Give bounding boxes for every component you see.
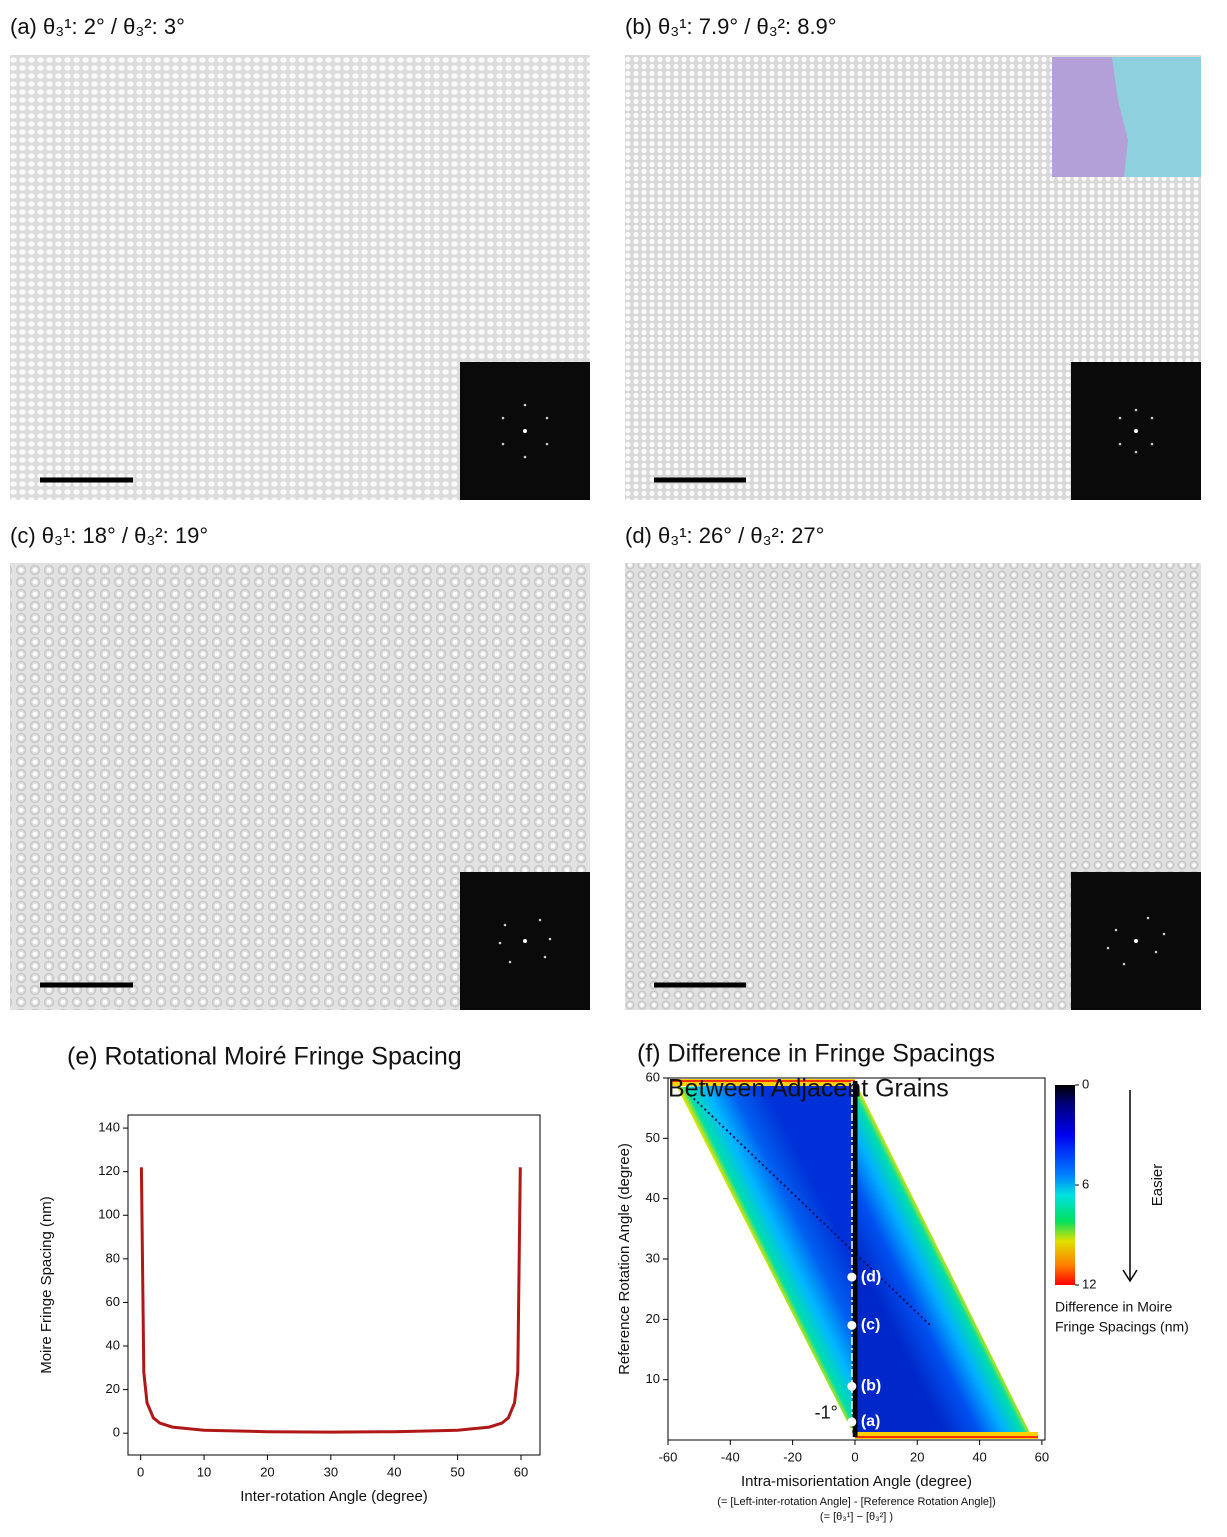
point-label: (c) (861, 1317, 881, 1334)
panel-title: (d) θ₃¹: 26° / θ₃²: 27° (625, 523, 824, 548)
panel-title: (a) θ₃¹: 2° / θ₃²: 3° (10, 14, 185, 39)
x-tick-label: 0 (137, 1464, 144, 1479)
y-axis-label: Moire Fringe Spacing (nm) (38, 1196, 55, 1374)
x-axis-label: Intra-misorientation Angle (degree) (741, 1473, 972, 1490)
colorbar-tick-label: 6 (1082, 1176, 1089, 1191)
x-axis-label: Inter-rotation Angle (degree) (240, 1488, 428, 1505)
contour-map (672, 1079, 1138, 1439)
plot-frame (667, 1077, 1046, 1441)
annotation: -1° (815, 1403, 838, 1423)
data-point (847, 1417, 857, 1427)
x-tick-label: 10 (197, 1464, 211, 1479)
y-tick-label: 100 (98, 1207, 120, 1222)
colorbar (1055, 1085, 1075, 1285)
data-point (847, 1381, 857, 1391)
x-tick-label: 0 (851, 1449, 858, 1464)
y-tick-label: 40 (106, 1337, 120, 1352)
x-tick-label: 30 (324, 1464, 338, 1479)
x-axis-note: (= [Left-inter-rotation Angle] - [Refere… (717, 1496, 996, 1508)
y-tick-label: 30 (646, 1250, 660, 1265)
micrograph-a (10, 55, 590, 500)
colorbar-tick-label: 0 (1082, 1076, 1089, 1091)
chart-title: Between Adjacent Grains (668, 1075, 949, 1103)
y-tick-label: 140 (98, 1120, 120, 1135)
x-tick-label: 40 (972, 1449, 986, 1464)
y-axis-label: Reference Rotation Angle (degree) (616, 1143, 633, 1375)
colorbar-label: Fringe Spacings (nm) (1055, 1319, 1189, 1335)
x-tick-label: 60 (514, 1464, 528, 1479)
y-tick-label: 20 (106, 1381, 120, 1396)
point-label: (a) (861, 1413, 881, 1430)
colorbar-tick-label: 12 (1082, 1276, 1096, 1291)
micrograph-b (625, 55, 1201, 500)
arrow-label: Easier (1149, 1164, 1166, 1207)
x-tick-label: -60 (659, 1449, 678, 1464)
x-tick-label: 50 (450, 1464, 464, 1479)
x-tick-label: 20 (260, 1464, 274, 1479)
y-tick-label: 60 (106, 1294, 120, 1309)
panel-title: (b) θ₃¹: 7.9° / θ₃²: 8.9° (625, 14, 837, 39)
panel-title: (c) θ₃¹: 18° / θ₃²: 19° (10, 523, 208, 548)
chart-title: (e) Rotational Moiré Fringe Spacing (67, 1043, 462, 1071)
y-tick-label: 40 (646, 1190, 660, 1205)
point-label: (d) (861, 1268, 881, 1285)
x-tick-label: 60 (1035, 1449, 1049, 1464)
colorbar-label: Difference in Moire (1055, 1299, 1172, 1315)
x-tick-label: -20 (783, 1449, 802, 1464)
y-tick-label: 50 (646, 1130, 660, 1145)
micrograph-d (625, 563, 1201, 1010)
y-tick-label: 80 (106, 1250, 120, 1265)
y-tick-label: 0 (113, 1425, 120, 1440)
x-tick-label: 40 (387, 1464, 401, 1479)
y-tick-label: 10 (646, 1371, 660, 1386)
y-tick-label: 120 (98, 1163, 120, 1178)
x-tick-label: 20 (910, 1449, 924, 1464)
data-point (847, 1320, 857, 1330)
chart-title: (f) Difference in Fringe Spacings (637, 1040, 995, 1068)
plot-frame (127, 1114, 541, 1456)
x-axis-note: (= [θ₃¹] − [θ₃²] ) (820, 1511, 893, 1523)
x-tick-label: -40 (721, 1449, 740, 1464)
micrograph-c (10, 563, 590, 1010)
point-label: (b) (861, 1378, 881, 1395)
y-tick-label: 60 (646, 1069, 660, 1084)
data-point (847, 1272, 857, 1282)
data-line (139, 1167, 522, 1434)
y-tick-label: 20 (646, 1311, 660, 1326)
